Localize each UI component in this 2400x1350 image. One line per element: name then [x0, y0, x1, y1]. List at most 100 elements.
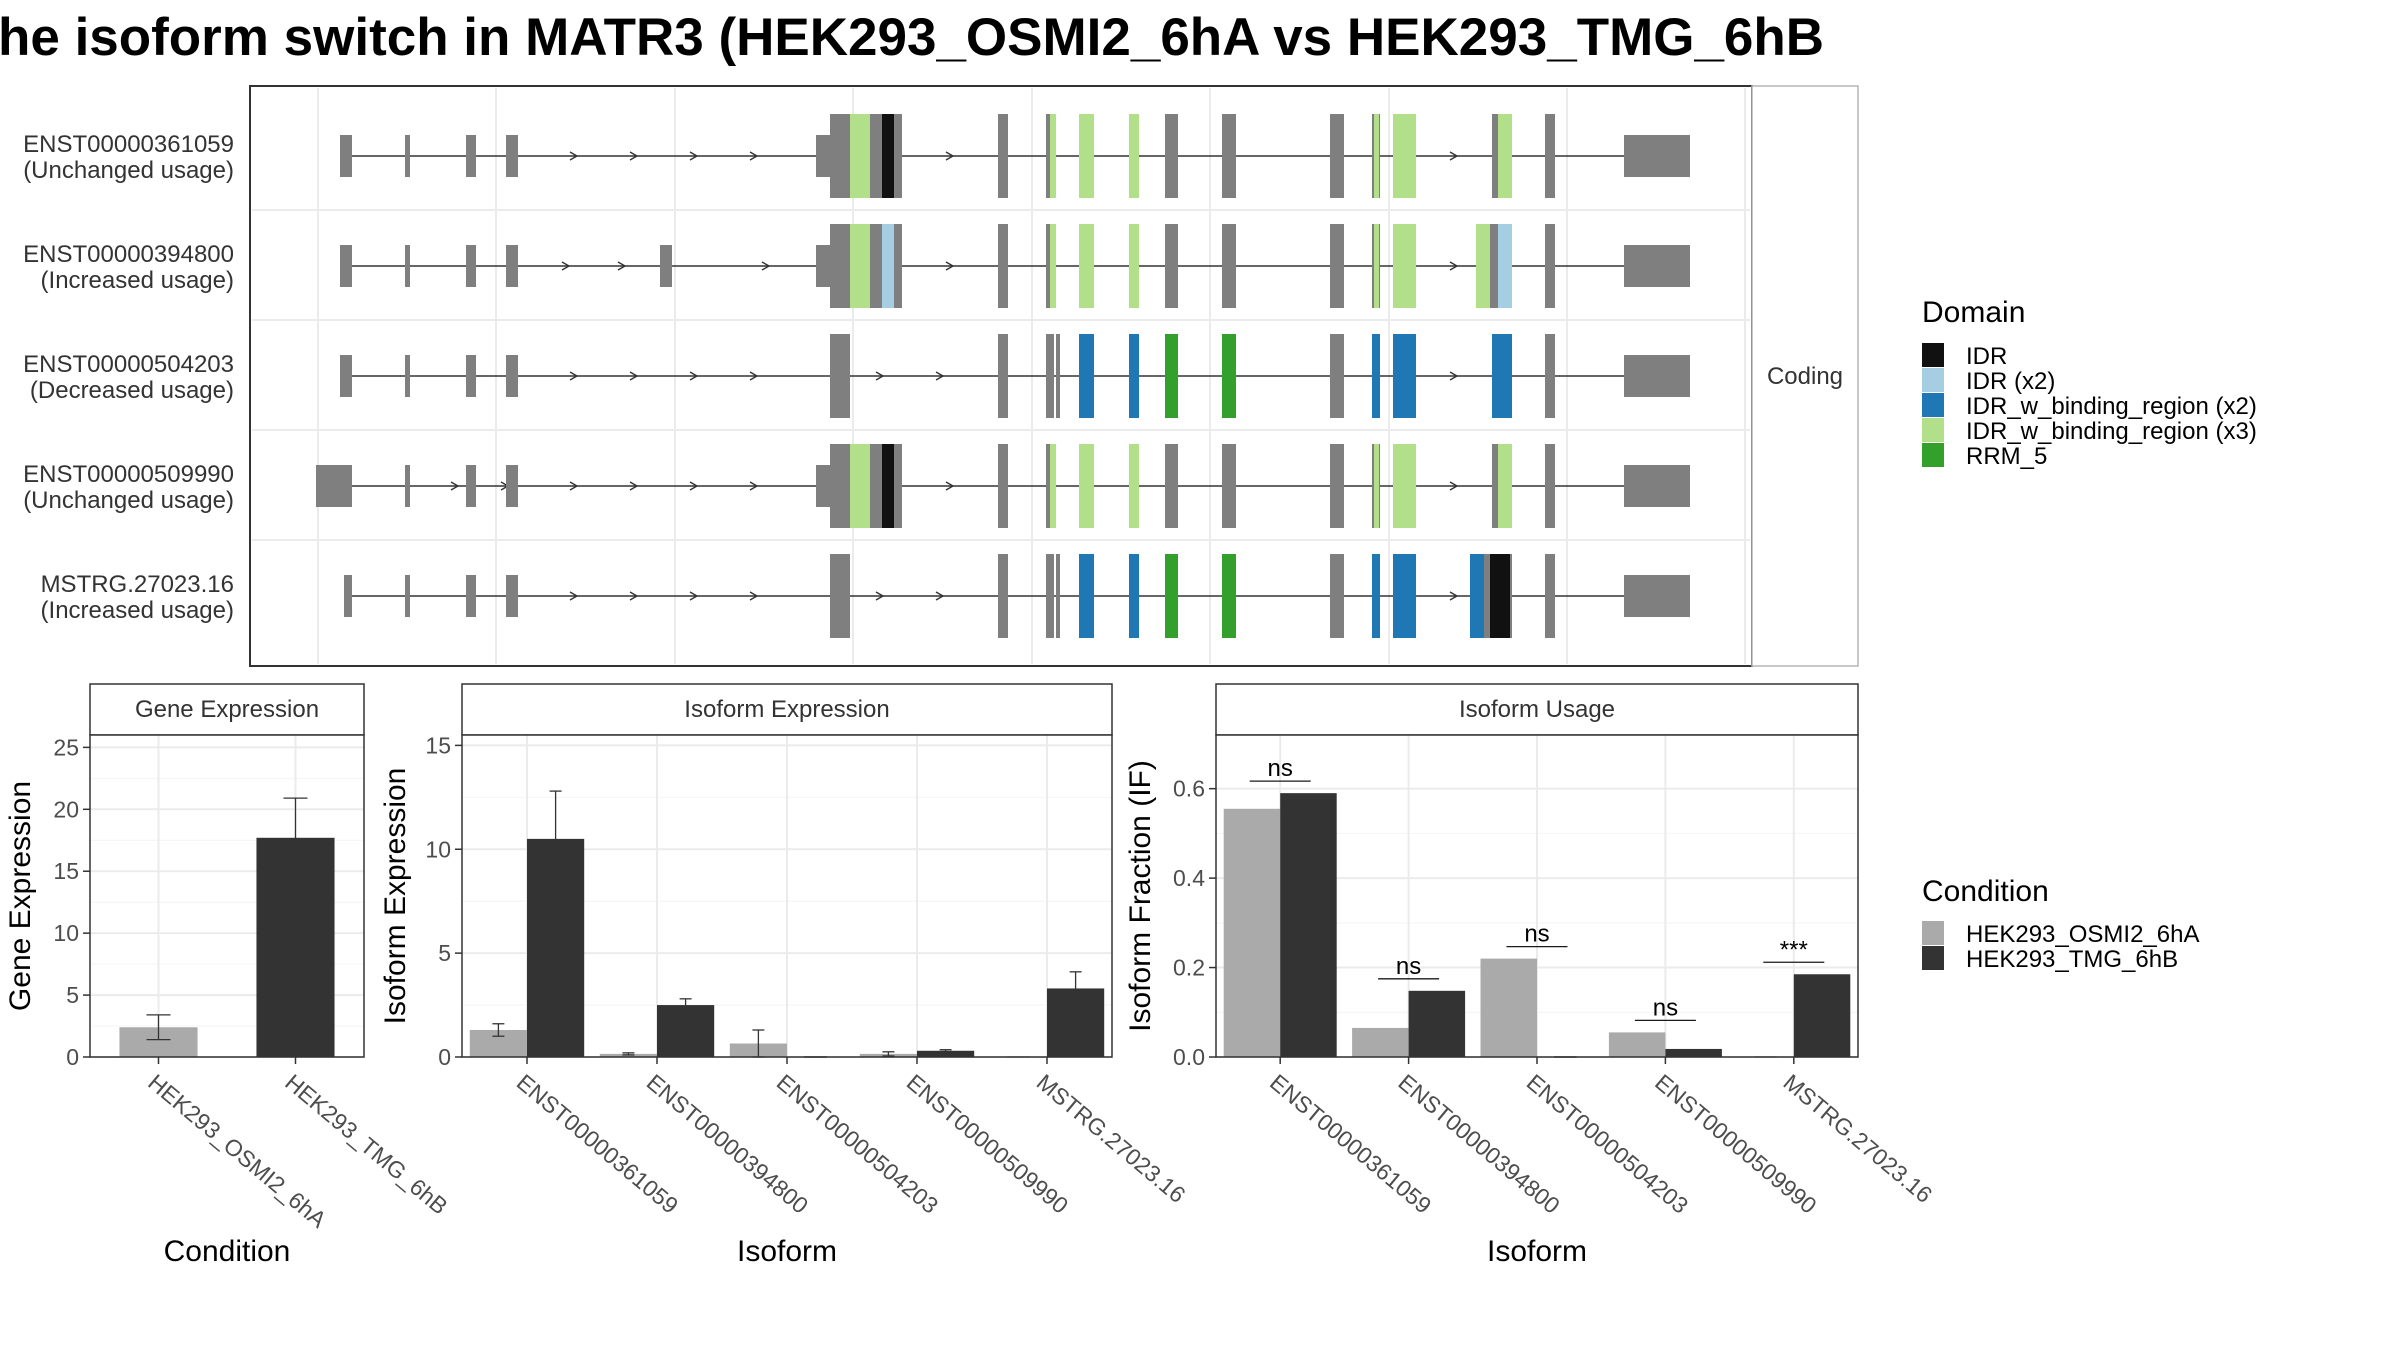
error-bar [283, 797, 308, 879]
domain-segment [1393, 114, 1416, 198]
transcript-row [340, 224, 1690, 308]
isoform-usage-chart: Isoform Usagensnsnsns***0.00.20.40.6ENST… [1124, 683, 1937, 1268]
strand-arrow [629, 371, 639, 381]
utr-exon [816, 245, 830, 287]
transcript-label-id: ENST00000509990 [23, 461, 234, 488]
legend-label-binding-x2: IDR_w_binding_region (x2) [1966, 393, 2257, 420]
utr-exon [344, 575, 352, 617]
coding-exon [1330, 224, 1344, 308]
domain-segment [1129, 334, 1139, 418]
error-bar [549, 790, 562, 888]
domain-segment [1079, 224, 1094, 308]
domain-segment [1129, 554, 1139, 638]
domain-segment [1393, 334, 1416, 418]
transcript-label-id: ENST00000361059 [23, 131, 234, 158]
coding-exon [1165, 224, 1178, 308]
domain-segment [1129, 114, 1139, 198]
y-tick-label: 0.4 [1173, 865, 1205, 891]
error-bar [622, 1052, 635, 1056]
utr-exon [1630, 355, 1690, 397]
bar [917, 1050, 975, 1057]
y-tick-label: 20 [53, 796, 79, 822]
transcript-row [316, 444, 1690, 528]
domain-segment [1510, 554, 1512, 638]
coding-exon [1492, 444, 1498, 528]
y-tick-label: 0.0 [1173, 1044, 1205, 1070]
domain-segment [1165, 554, 1178, 638]
domain-segment [882, 224, 894, 308]
utr-exon [1624, 355, 1630, 397]
strip-coding [1751, 85, 1859, 667]
bar [1608, 1032, 1666, 1057]
utr-exon [506, 575, 518, 617]
significance-label: ns [1268, 755, 1293, 782]
coding-exon [1046, 554, 1054, 638]
x-axis-title: Condition [164, 1235, 291, 1268]
strand-arrow [569, 371, 579, 381]
strand-arrow [629, 591, 639, 601]
structure-gridlines [252, 88, 1750, 664]
strand-arrow [1449, 371, 1459, 381]
error-bar [492, 1023, 505, 1037]
coding-exon [1545, 554, 1555, 638]
legend-label-binding-x3: IDR_w_binding_region (x3) [1966, 418, 2257, 445]
strand-arrow [1449, 261, 1459, 271]
utr-exon [506, 355, 518, 397]
strip-coding-label: Coding [1767, 363, 1843, 390]
strand-arrow [749, 591, 759, 601]
domain-segment [1374, 114, 1379, 198]
coding-exon [1222, 224, 1236, 308]
coding-exon [1330, 444, 1344, 528]
utr-exon [466, 135, 476, 177]
strand-arrow [689, 591, 699, 601]
strand-arrow [1449, 481, 1459, 491]
bar [657, 1005, 715, 1057]
utr-exon [816, 135, 830, 177]
utr-exon [1630, 465, 1690, 507]
coding-exon [998, 114, 1008, 198]
utr-exon [506, 465, 518, 507]
domain-segment [1492, 334, 1498, 418]
y-tick-label: 10 [425, 836, 451, 862]
strand-arrow [569, 591, 579, 601]
panel-title: Isoform Expression [684, 696, 889, 723]
condition-legend: Condition HEK293_OSMI2_6hA HEK293_TMG_6h… [1922, 875, 2199, 973]
gene-expression-chart: Gene Expression0510152025HEK293_OSMI2_6h… [4, 683, 453, 1268]
panel-strip [461, 683, 1113, 736]
domain-segment [870, 224, 882, 308]
legend-label-idr-x2: IDR (x2) [1966, 368, 2055, 395]
y-axis-title: Isoform Fraction (IF) [1124, 760, 1157, 1032]
domain-segment [1393, 444, 1416, 528]
transcript-label-usage: (Unchanged usage) [23, 157, 234, 184]
y-tick-label: 10 [53, 920, 79, 946]
strand-arrow [875, 371, 885, 381]
legend-label-rrm5: RRM_5 [1966, 443, 2047, 470]
panel-title: Gene Expression [135, 696, 319, 723]
domain-segment [894, 444, 902, 528]
domain-segment [870, 114, 882, 198]
legend-key-osmi2 [1922, 921, 1944, 945]
panel-border [89, 734, 365, 1058]
legend-key-idr [1922, 343, 1944, 367]
domain-segment [1079, 444, 1094, 528]
coding-exon [830, 334, 850, 418]
domain-segment [850, 114, 870, 198]
domain-segment [850, 444, 870, 528]
strand-arrow [935, 371, 945, 381]
legend-key-idr-x2 [1922, 368, 1944, 392]
domain-segment [1498, 334, 1512, 418]
coding-exon [998, 444, 1008, 528]
coding-exon [830, 114, 850, 198]
coding-exon [1222, 114, 1236, 198]
coding-exon [830, 554, 850, 638]
strand-arrow [689, 371, 699, 381]
isoform-expression-chart: Isoform Expression051015ENST00000361059E… [379, 683, 1191, 1268]
y-tick-label: 0 [66, 1044, 79, 1070]
bar [1352, 1027, 1409, 1057]
legend-label-idr: IDR [1966, 343, 2007, 370]
utr-exon [1624, 135, 1630, 177]
strand-arrow [629, 481, 639, 491]
utr-exon [405, 355, 410, 397]
panel-title: Isoform Usage [1459, 696, 1615, 723]
